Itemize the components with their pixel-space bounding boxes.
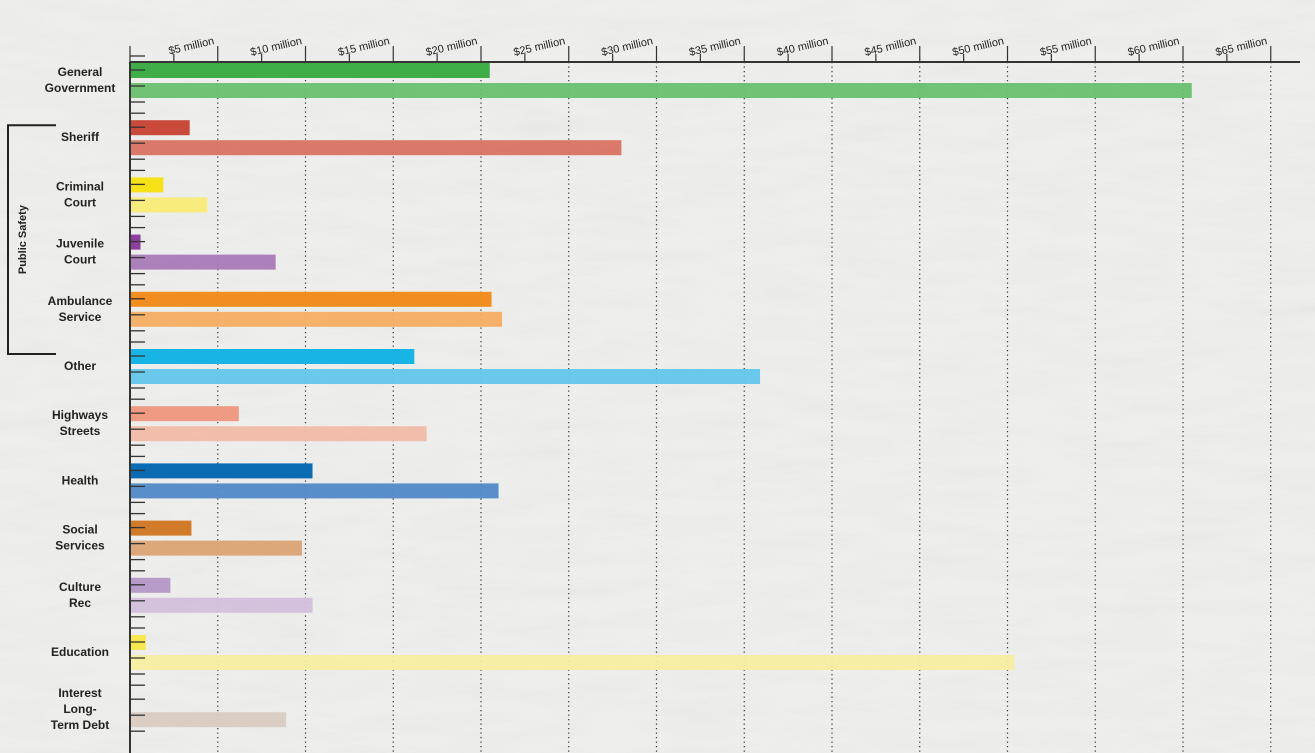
group-label: Public Safety (17, 204, 29, 274)
category-label: Highways Streets (52, 408, 108, 438)
bar-7-0 (130, 463, 313, 479)
category-label-line: Other (64, 359, 96, 373)
group-bracket: Public Safety (7, 124, 56, 355)
category-label-line: Juvenile (56, 237, 104, 251)
bar-2-1 (130, 197, 208, 213)
bar-2-0 (130, 177, 164, 193)
bar-1-1 (130, 140, 622, 156)
bar-4-0 (130, 291, 492, 307)
bar-8-0 (130, 520, 192, 536)
bars (130, 63, 1192, 728)
bar-9-0 (130, 577, 171, 593)
category-label-line: Health (62, 473, 99, 487)
bar-1-0 (130, 120, 190, 136)
category-label: Interest Long- Term Debt (51, 686, 109, 732)
bar-6-1 (130, 426, 427, 442)
category-label-line: Highways (52, 408, 108, 422)
bar-9-1 (130, 597, 313, 613)
bar-6-0 (130, 406, 239, 422)
axes: $5 million $10 million $15 million $20 mill… (129, 35, 1300, 753)
bar-5-1 (130, 369, 761, 384)
category-label-line: Government (45, 81, 116, 95)
bar-5-0 (130, 349, 415, 364)
category-label-line: Court (64, 253, 96, 267)
bar-7-1 (130, 483, 499, 499)
category-label-line: Education (51, 645, 109, 659)
bar-11-1 (130, 712, 287, 728)
category-label: Culture Rec (59, 580, 101, 610)
bar-8-1 (130, 540, 302, 556)
category-label-line: Criminal (56, 179, 104, 193)
category-label-line: Streets (60, 424, 101, 438)
category-label: Criminal Court (56, 179, 104, 209)
bar-0-1 (130, 83, 1192, 98)
category-label-line: Court (64, 195, 96, 209)
bracket-line (7, 124, 56, 355)
category-label: Health (62, 473, 99, 487)
category-label-line: Service (59, 310, 102, 324)
category-label-line: General (58, 65, 103, 79)
bar-10-1 (130, 655, 1015, 670)
bar-3-1 (130, 254, 276, 270)
category-label: Other (64, 359, 96, 373)
bar-0-0 (130, 63, 490, 78)
category-label-line: Services (55, 539, 105, 553)
category-label-line: Long- (63, 702, 96, 716)
category-label-line: Term Debt (51, 718, 109, 732)
category-label-line: Interest (58, 686, 101, 700)
category-label-line: Social (62, 523, 97, 537)
category-label-line: Sheriff (61, 130, 100, 144)
category-label: Sheriff (61, 130, 100, 144)
category-label-line: Culture (59, 580, 101, 594)
category-label: Education (51, 645, 109, 659)
category-label-line: Ambulance (48, 294, 113, 308)
bar-4-1 (130, 311, 503, 327)
category-label: General Government (45, 65, 116, 95)
category-label: Juvenile Court (56, 237, 104, 267)
category-label-line: Rec (69, 596, 91, 610)
category-label: Social Services (55, 523, 105, 553)
category-label: Ambulance Service (48, 294, 113, 324)
